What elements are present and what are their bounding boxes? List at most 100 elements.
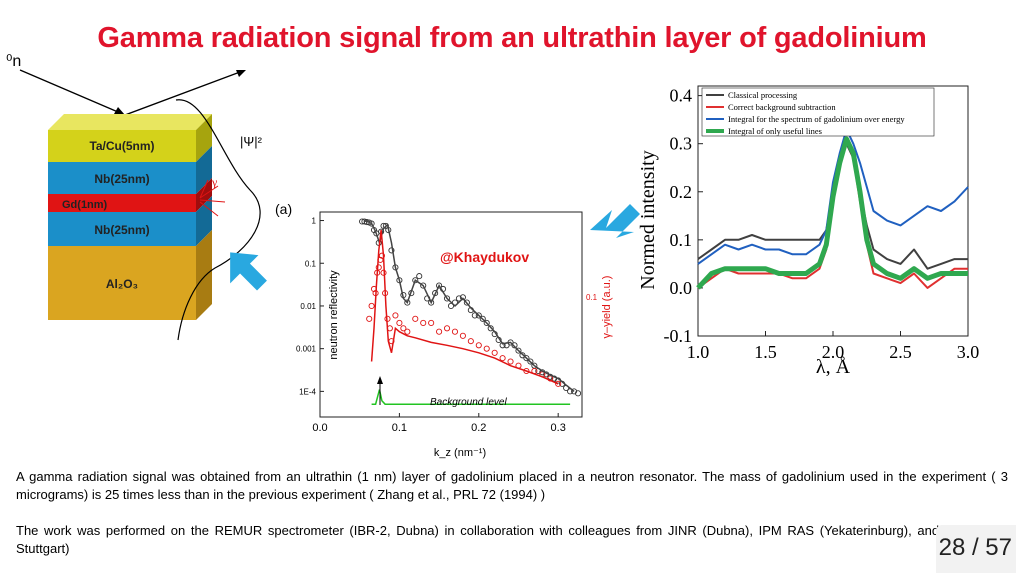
data-point [443,295,451,302]
x-tick-label: 2.0 [822,342,845,362]
y-tick-label: 0.01 [300,302,316,311]
panel-label: (a) [275,201,292,217]
gamma-label: γ [211,175,218,189]
data-point [459,332,466,339]
layer-label: Ta/Cu(5nm) [89,139,154,153]
data-point [443,325,451,332]
data-point [428,299,435,306]
layer-label: Nb(25nm) [94,223,149,237]
author-annotation: @Khaydukov [440,249,529,265]
reflected-arrowhead-icon [236,70,246,77]
y-tick-label: 0.2 [670,182,693,202]
data-point [375,264,382,271]
x-tick-label: 0.1 [392,422,407,434]
data-point [447,302,455,310]
tick-layer: 0.0 0.1 0.2 0.3 1 0.1 0.01 0.001 1E-4 [296,217,566,434]
x-tick-label: 1.5 [754,342,777,362]
data-point [467,338,474,345]
data-point [519,352,526,359]
page-badge [936,525,1016,573]
layer-label: Gd(1nm) [62,199,108,211]
reflected-neutron-arrow [124,71,241,116]
series-layer [359,218,582,405]
data-point [511,342,518,349]
credits-paragraph: The work was performed on the REMUR spec… [16,523,1008,556]
data-point [527,358,534,365]
x-tick-label: 1.0 [687,342,710,362]
data-point [523,355,530,362]
legend-label: Classical processing [728,90,798,100]
y-tick-label: 0.4 [670,86,693,106]
fit-line [370,229,559,385]
data-point [412,315,419,322]
data-point [420,282,427,289]
legend-label: Correct background subtraction [728,102,836,112]
data-point [420,319,427,327]
x-tick-label: 3.0 [957,342,980,362]
x-tick-label: 0.2 [471,422,486,434]
series-line [696,136,968,290]
data-point [463,299,470,306]
legend-label: Integral of only useful lines [728,126,822,136]
data-point [436,282,443,289]
data-point [574,390,582,397]
background-label: Background level [430,397,507,408]
y-tick-label: -0.1 [664,326,693,346]
data-point [428,319,435,327]
y-tick-label: 0.001 [296,345,317,354]
data-point [487,325,494,332]
data-point [436,328,443,335]
series-line [697,128,969,265]
data-point [475,312,482,319]
fit-line [363,220,575,392]
y-axis-label: Normed intensity [637,150,659,289]
data-point [412,277,419,284]
data-point [479,315,486,322]
wavefunction-curve [175,99,261,341]
y-tick-label: 1E-4 [299,387,316,396]
data-point [366,315,373,322]
data-point [416,273,423,280]
data-point [459,294,466,301]
data-point [388,247,395,254]
data-point [515,347,522,354]
x-axis-label: λ, Å [816,356,851,378]
marker-arrowhead-icon [377,376,383,384]
data-point [368,302,375,310]
data-point [455,295,462,302]
data-point [404,328,411,335]
tick-layer: 1.0 1.5 2.0 2.5 3.0 -0.1 0.0 0.1 0.2 0.3 0.4 [664,86,980,362]
y2-tick-label: 0.1 [586,293,598,302]
slide-title: Gamma radiation signal from an ultrathin… [97,22,927,54]
data-point [507,358,514,365]
data-point [378,252,385,259]
data-point [555,380,562,387]
y-axis-label: neutron reflectivity [328,270,340,360]
incident-arrowhead-icon [114,107,125,115]
y-tick-label: 0.3 [670,134,693,154]
x-axis-label: k_z (nm⁻¹) [434,447,486,459]
data-point [404,299,411,306]
series-layer [696,128,969,290]
y-tick-label: 0.1 [670,230,693,250]
x-tick-label: 0.0 [312,422,327,434]
layer-label: Al₂O₃ [106,277,138,291]
gamma-emission: γ [199,175,226,217]
data-point [392,312,399,319]
layer-substrate: Al₂O₃ [48,230,212,320]
y-tick-label: 1 [312,217,317,226]
reflectivity-chart: (a) 0.0 0.1 0.2 0.3 1 0.1 0.01 0.001 1E-4 @Khayd… [275,201,613,459]
data-point [396,319,403,327]
x-tick-label: 0.3 [551,422,566,434]
layer-gd: Gd(1nm) [48,178,212,212]
data-point [475,342,482,349]
y2-axis-label: γ–yield (a.u.) [601,276,613,339]
intensity-chart: 1.0 1.5 2.0 2.5 3.0 -0.1 0.0 0.1 0.2 0.3 0.4 Class… [637,85,980,378]
layer-label: Nb(25nm) [94,172,149,186]
description-paragraph: A gamma radiation signal was obtained fr… [16,469,1008,502]
x-tick-label: 2.5 [889,342,912,362]
legend-box [701,87,935,137]
legend: Classical processing Correct background s… [701,87,935,137]
incident-neutron-arrow [19,69,119,113]
data-point [400,325,407,332]
